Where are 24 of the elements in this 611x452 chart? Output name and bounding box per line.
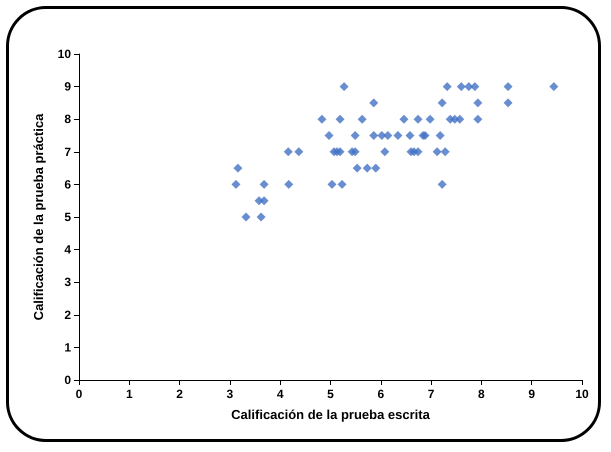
x-tick-label: 6 [377,387,384,401]
y-tick-label: 3 [64,275,72,290]
y-tick-label: 10 [58,47,72,61]
y-tick-label: 8 [64,112,72,126]
y-tick-label: 9 [64,80,72,94]
y-axis-title: Calificación de la prueba práctica [31,112,46,320]
x-tick-label: 5 [327,387,334,401]
x-tick-label: 10 [575,387,589,401]
x-tick-label: 8 [478,387,486,401]
y-tick-label: 1 [64,340,72,354]
y-tick-label: 2 [64,308,72,322]
x-tick-label: 0 [76,387,83,401]
x-axis-title: Calificación de la prueba escrita [231,407,431,422]
x-tick-label: 1 [126,387,133,401]
y-tick-label: 4 [64,242,72,257]
y-tick-label: 5 [64,210,72,224]
x-tick-label: 7 [428,387,435,401]
x-tick-label: 2 [176,387,184,401]
x-tick-label: 4 [276,387,284,401]
y-tick-label: 0 [64,373,72,387]
y-tick-label: 6 [64,177,72,192]
x-tick-label: 3 [226,387,234,401]
x-tick-label: 9 [528,387,536,401]
y-tick-label: 7 [64,144,72,159]
